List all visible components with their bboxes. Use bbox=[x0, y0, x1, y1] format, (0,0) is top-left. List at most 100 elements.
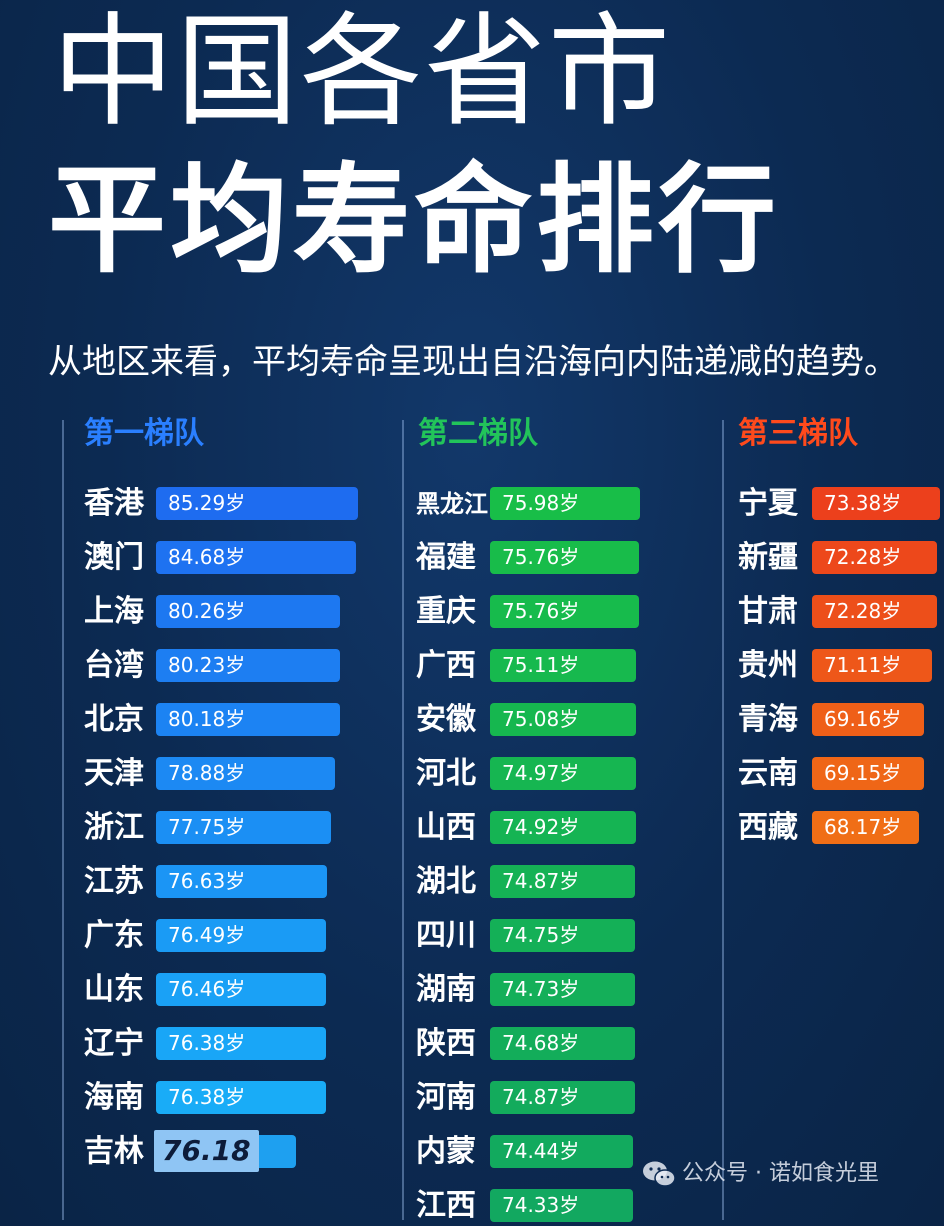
row-label: 湖南 bbox=[416, 972, 476, 1007]
row-label: 海南 bbox=[84, 1080, 144, 1115]
bar: 76.63岁 bbox=[156, 865, 327, 898]
row-label: 黑龙江 bbox=[416, 490, 488, 518]
bar: 69.16岁 bbox=[812, 703, 924, 736]
bar-value-label: 74.75岁 bbox=[502, 923, 580, 947]
bar-value-label: 69.16岁 bbox=[824, 707, 902, 731]
row-label: 宁夏 bbox=[738, 486, 798, 521]
bar-value-label: 75.98岁 bbox=[502, 491, 580, 515]
bar-value-label: 69.15岁 bbox=[824, 761, 902, 785]
wechat-icon bbox=[643, 1161, 676, 1187]
row-label: 陕西 bbox=[416, 1026, 476, 1061]
bar-value-label: 76.49岁 bbox=[168, 923, 246, 947]
row-label: 福建 bbox=[416, 540, 476, 575]
bar: 71.11岁 bbox=[812, 649, 932, 682]
bar: 75.08岁 bbox=[490, 703, 636, 736]
tier-heading-2: 第二梯队 bbox=[418, 416, 538, 451]
row-label: 贵州 bbox=[738, 648, 798, 683]
bar: 74.92岁 bbox=[490, 811, 636, 844]
title-line-2: 平均寿命排行 bbox=[48, 151, 781, 289]
row-label: 广西 bbox=[416, 648, 476, 683]
row-label: 江苏 bbox=[84, 864, 144, 899]
row-label: 山东 bbox=[84, 972, 144, 1007]
row-label: 台湾 bbox=[84, 648, 144, 683]
bar: 77.75岁 bbox=[156, 811, 331, 844]
bar: 78.88岁 bbox=[156, 757, 335, 790]
subtitle: 从地区来看，平均寿命呈现出自沿海向内陆递减的趋势。 bbox=[48, 342, 898, 382]
bar: 74.33岁 bbox=[490, 1189, 633, 1222]
row-label: 广东 bbox=[84, 918, 144, 953]
bar: 76.38岁 bbox=[156, 1027, 326, 1060]
row-label: 吉林 bbox=[84, 1134, 144, 1169]
bar: 73.38岁 bbox=[812, 487, 940, 520]
bar: 85.29岁 bbox=[156, 487, 358, 520]
row-label: 河北 bbox=[416, 756, 476, 791]
row-label: 山西 bbox=[416, 810, 476, 845]
row-label: 湖北 bbox=[416, 864, 476, 899]
bar: 80.26岁 bbox=[156, 595, 340, 628]
bar-value-label: 74.33岁 bbox=[502, 1193, 580, 1217]
bar-value-label: 74.68岁 bbox=[502, 1031, 580, 1055]
bar: 68.17岁 bbox=[812, 811, 919, 844]
bar: 80.18岁 bbox=[156, 703, 340, 736]
bar: 72.28岁 bbox=[812, 541, 937, 574]
bar: 74.68岁 bbox=[490, 1027, 635, 1060]
row-label: 浙江 bbox=[84, 810, 144, 845]
bar: 76.49岁 bbox=[156, 919, 326, 952]
title-line-1: 中国各省市 bbox=[52, 1, 672, 143]
tier-3-divider bbox=[722, 420, 724, 1220]
row-label: 上海 bbox=[84, 594, 144, 629]
bar: 80.23岁 bbox=[156, 649, 340, 682]
bar-value-label: 72.28岁 bbox=[824, 599, 902, 623]
row-label: 甘肃 bbox=[738, 594, 798, 629]
bar-value-label: 74.87岁 bbox=[502, 869, 580, 893]
row-label: 香港 bbox=[84, 486, 144, 521]
bar: 75.11岁 bbox=[490, 649, 636, 682]
row-label: 北京 bbox=[84, 702, 144, 737]
row-label: 天津 bbox=[84, 756, 144, 791]
tier-2-divider bbox=[402, 420, 404, 1220]
row-label: 安徽 bbox=[416, 702, 476, 737]
row-label: 江西 bbox=[416, 1188, 476, 1223]
bar-value-label: 75.76岁 bbox=[502, 599, 580, 623]
bar-value-label: 72.28岁 bbox=[824, 545, 902, 569]
bar: 84.68岁 bbox=[156, 541, 356, 574]
bar-value-label: 75.08岁 bbox=[502, 707, 580, 731]
tier-1-divider bbox=[62, 420, 64, 1220]
bar-value-label: 85.29岁 bbox=[168, 491, 246, 515]
row-label: 新疆 bbox=[738, 540, 798, 575]
watermark-text: 公众号 · 诺如食光里 bbox=[682, 1161, 879, 1186]
bar-value-label: 76.38岁 bbox=[168, 1085, 246, 1109]
bar-value-label: 74.97岁 bbox=[502, 761, 580, 785]
bar-value-label: 76.38岁 bbox=[168, 1031, 246, 1055]
row-label: 云南 bbox=[738, 756, 798, 791]
row-label: 重庆 bbox=[416, 594, 476, 629]
bar-value-label: 76.63岁 bbox=[168, 869, 246, 893]
bar: 74.75岁 bbox=[490, 919, 635, 952]
highlighted-value-label: 76.18 bbox=[154, 1130, 259, 1172]
bar-value-label: 75.11岁 bbox=[502, 653, 580, 677]
bar-value-label: 74.44岁 bbox=[502, 1139, 580, 1163]
bar-value-label: 80.26岁 bbox=[168, 599, 246, 623]
bar-value-label: 76.46岁 bbox=[168, 977, 246, 1001]
bar: 69.15岁 bbox=[812, 757, 924, 790]
bar-value-label: 68.17岁 bbox=[824, 815, 902, 839]
row-label: 西藏 bbox=[738, 810, 798, 845]
row-label: 辽宁 bbox=[84, 1026, 144, 1061]
bar-value-label: 84.68岁 bbox=[168, 545, 246, 569]
row-label: 内蒙 bbox=[416, 1134, 476, 1169]
bar-value-label: 75.76岁 bbox=[502, 545, 580, 569]
bar: 72.28岁 bbox=[812, 595, 937, 628]
bar: 74.97岁 bbox=[490, 757, 636, 790]
bar-value-label: 77.75岁 bbox=[168, 815, 246, 839]
bar: 74.87岁 bbox=[490, 865, 635, 898]
bar-value-label: 74.73岁 bbox=[502, 977, 580, 1001]
bar-value-label: 74.87岁 bbox=[502, 1085, 580, 1109]
row-label: 澳门 bbox=[84, 540, 144, 575]
bar-value-label: 80.23岁 bbox=[168, 653, 246, 677]
bar-value-label: 73.38岁 bbox=[824, 491, 902, 515]
bar: 76.38岁 bbox=[156, 1081, 326, 1114]
bar: 76.46岁 bbox=[156, 973, 326, 1006]
bar: 74.73岁 bbox=[490, 973, 635, 1006]
row-label: 青海 bbox=[738, 702, 798, 737]
